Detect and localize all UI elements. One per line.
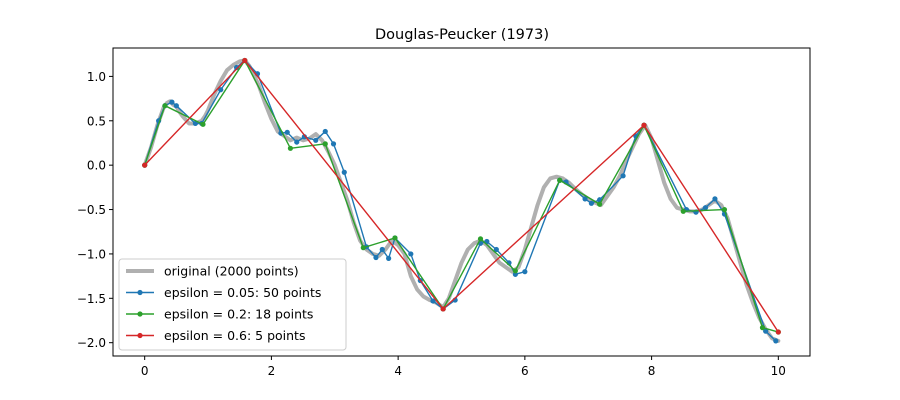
legend-item: epsilon = 0.6: 5 points — [126, 328, 305, 343]
series-1-point — [322, 128, 328, 135]
y-tick-label: −1.5 — [77, 292, 106, 306]
legend-marker — [137, 332, 143, 339]
series-1-point — [522, 269, 528, 275]
series-2-point — [392, 235, 398, 241]
legend-box — [118, 258, 347, 351]
plot-frame — [112, 47, 811, 357]
series-1-point — [582, 196, 588, 202]
series-line-2 — [143, 59, 780, 333]
series-1-point — [192, 120, 198, 127]
chart-title: Douglas-Peucker (1973) — [375, 27, 549, 43]
series-1-point — [301, 134, 307, 140]
series-1-point — [408, 251, 414, 257]
x-tick-label: 4 — [394, 364, 402, 378]
series-1-point — [218, 87, 224, 93]
series-2-point — [557, 177, 563, 183]
series-1-point — [773, 338, 779, 344]
series-1-point — [379, 246, 385, 253]
series-2-point — [477, 236, 484, 242]
legend-label: epsilon = 0.2: 18 points — [164, 307, 313, 322]
legend-item: epsilon = 0.05: 50 points — [126, 285, 321, 300]
x-tick-label: 8 — [648, 364, 656, 378]
series-3-point — [242, 57, 248, 64]
legend-item: original (2000 points) — [126, 264, 299, 279]
series-3-point — [775, 329, 781, 335]
y-tick-label: −1.0 — [77, 247, 106, 261]
legend-marker — [137, 289, 143, 296]
series-2-point — [721, 206, 728, 213]
series-2-point — [759, 325, 766, 331]
series-1-point — [284, 129, 290, 135]
series-1-point — [493, 246, 499, 253]
legend-marker — [137, 311, 143, 317]
series-2-point — [680, 208, 686, 214]
x-tick-label: 0 — [141, 364, 149, 378]
legend-item: epsilon = 0.2: 18 points — [126, 307, 313, 322]
series-1-point — [233, 64, 240, 71]
series-1-point — [702, 205, 709, 211]
x-axis: 0 2 4 6 8 10 — [141, 356, 786, 378]
y-axis: 1.0 0.5 0.0 −0.5 −1.0 −1.5 −2.0 — [77, 70, 113, 350]
series-3-point — [641, 122, 647, 128]
series-1-point — [341, 169, 347, 175]
series-2-point — [322, 141, 328, 147]
series-3-point — [440, 306, 446, 312]
plot-series — [142, 57, 781, 344]
series-1-point — [169, 99, 175, 105]
series-1-point — [294, 139, 300, 145]
series-3-point — [142, 162, 148, 168]
series-1-point — [313, 137, 319, 143]
x-tick-label: 10 — [771, 364, 786, 378]
series-2-point — [200, 121, 206, 127]
series-3 — [142, 57, 781, 335]
y-tick-label: −2.0 — [77, 336, 106, 350]
series-1-point — [386, 255, 392, 261]
y-tick-label: 1.0 — [87, 70, 106, 84]
legend: original (2000 points) epsilon = 0.05: 50… — [118, 258, 347, 351]
y-tick-label: 0.5 — [87, 114, 106, 128]
series-1-point — [588, 200, 595, 206]
legend-label: epsilon = 0.05: 50 points — [164, 285, 321, 300]
series-1-point — [620, 173, 626, 179]
series-1-point — [173, 103, 179, 109]
series-2-point — [360, 245, 366, 251]
series-1-point — [373, 254, 379, 261]
series-1-point — [430, 298, 436, 304]
x-tick-label: 2 — [268, 364, 276, 378]
y-tick-label: 0.0 — [87, 159, 106, 173]
x-tick-label: 6 — [521, 364, 529, 378]
y-tick-label: −0.5 — [77, 203, 106, 217]
series-2-point — [162, 103, 168, 109]
series-2-point — [597, 201, 603, 207]
series-1-point — [712, 196, 718, 202]
series-2-point — [287, 145, 294, 151]
legend-label: original (2000 points) — [164, 264, 299, 279]
series-1-point — [763, 328, 769, 334]
series-1-point — [330, 141, 337, 147]
series-2-point — [512, 268, 518, 274]
legend-label: epsilon = 0.6: 5 points — [164, 328, 305, 343]
